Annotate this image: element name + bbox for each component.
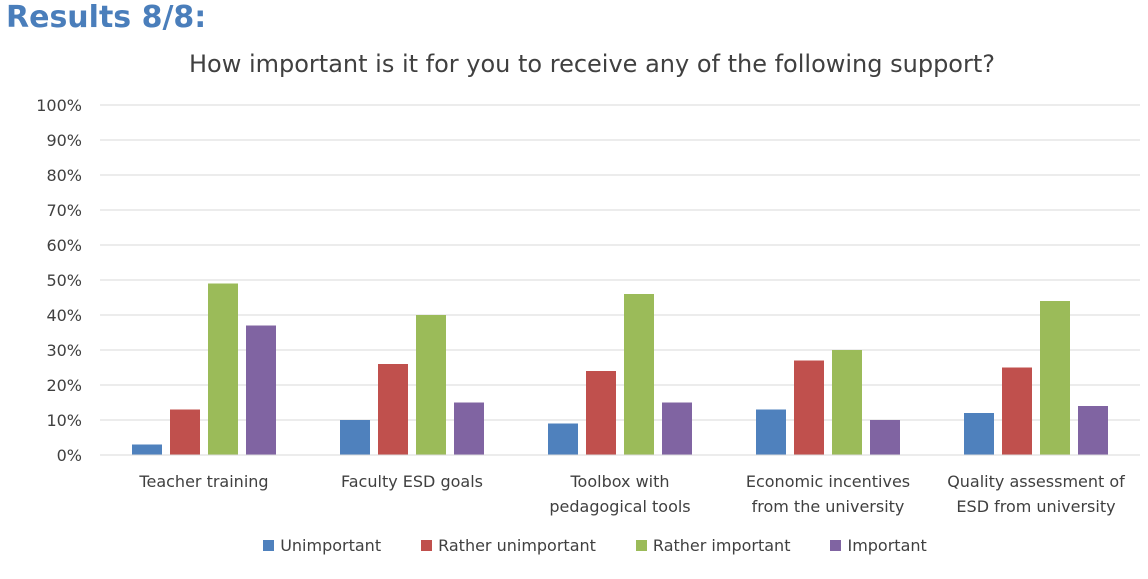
page-heading: Results 8/8: bbox=[6, 0, 207, 35]
bar bbox=[548, 423, 578, 455]
y-tick-label: 40% bbox=[46, 306, 82, 325]
legend-label: Important bbox=[847, 536, 927, 555]
y-tick-label: 80% bbox=[46, 166, 82, 185]
y-tick-label: 30% bbox=[46, 341, 82, 360]
x-tick-label: Toolbox with bbox=[569, 472, 669, 491]
legend-swatch bbox=[635, 540, 647, 551]
bar bbox=[662, 402, 692, 455]
legend-item: Rather unimportant bbox=[421, 536, 596, 555]
x-tick-label: ESD from university bbox=[956, 497, 1115, 516]
y-tick-label: 90% bbox=[46, 131, 82, 150]
x-tick-label: Economic incentives bbox=[746, 472, 910, 491]
bar bbox=[208, 283, 238, 455]
legend-item: Unimportant bbox=[263, 536, 381, 555]
y-tick-label: 70% bbox=[46, 201, 82, 220]
y-tick-label: 100% bbox=[36, 96, 82, 115]
y-tick-label: 20% bbox=[46, 376, 82, 395]
bar bbox=[794, 360, 824, 455]
bar bbox=[416, 315, 446, 455]
bar bbox=[1040, 301, 1070, 455]
bar bbox=[870, 420, 900, 455]
chart-title: How important is it for you to receive a… bbox=[188, 50, 996, 78]
legend-swatch bbox=[421, 540, 433, 551]
bar bbox=[378, 364, 408, 455]
bar bbox=[132, 444, 162, 455]
bar bbox=[340, 420, 370, 455]
legend-label: Rather unimportant bbox=[438, 536, 596, 555]
bar-chart: 0% 10% 20% 30% 40% 50% 60% 70% 80% 90% 100% Teacher… bbox=[36, 96, 1140, 516]
x-tick-label: Faculty ESD goals bbox=[341, 472, 483, 491]
y-tick-label: 0% bbox=[57, 446, 82, 465]
bar bbox=[964, 413, 994, 455]
legend-item: Important bbox=[830, 536, 927, 555]
legend-item: Rather important bbox=[635, 536, 791, 555]
legend-label: Rather important bbox=[652, 536, 791, 555]
y-tick-label: 60% bbox=[46, 236, 82, 255]
x-tick-label: from the university bbox=[752, 497, 905, 516]
bar bbox=[586, 371, 616, 455]
legend-label: Unimportant bbox=[280, 536, 382, 555]
bar bbox=[170, 409, 200, 455]
y-tick-label: 50% bbox=[46, 271, 82, 290]
bar bbox=[832, 350, 862, 455]
legend-swatch bbox=[830, 540, 842, 551]
bar bbox=[1078, 406, 1108, 455]
bar bbox=[624, 294, 654, 455]
bar bbox=[756, 409, 786, 455]
bar bbox=[454, 402, 484, 455]
legend-swatch bbox=[263, 540, 275, 551]
bar bbox=[246, 325, 276, 455]
x-tick-label: Quality assessment of bbox=[947, 472, 1125, 491]
y-tick-label: 10% bbox=[46, 411, 82, 430]
bar bbox=[1002, 367, 1032, 455]
x-tick-label: Teacher training bbox=[138, 472, 268, 491]
chart-legend: Unimportant Rather unimportant Rather impo… bbox=[0, 536, 1148, 555]
x-tick-label: pedagogical tools bbox=[549, 497, 690, 516]
